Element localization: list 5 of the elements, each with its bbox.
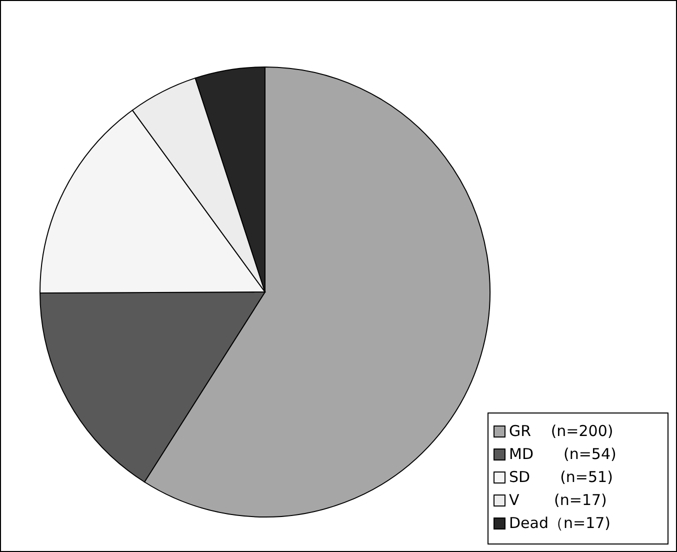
- legend-label: GR (n=200): [509, 422, 614, 440]
- legend-label: Dead（n=17): [509, 514, 611, 532]
- legend-label: SD (n=51): [509, 468, 613, 486]
- legend-label: V (n=17): [509, 491, 607, 509]
- legend-label: MD (n=54): [509, 445, 616, 463]
